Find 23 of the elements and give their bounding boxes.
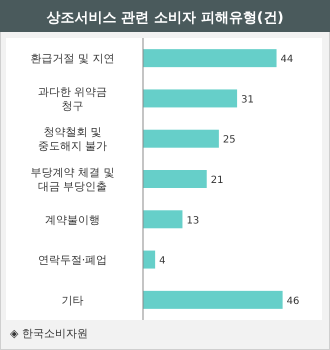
text: ◈ 한국소비자원	[10, 327, 88, 340]
y-tick-label: 계약불이행	[45, 213, 100, 226]
y-tick-label: 기타	[62, 294, 84, 307]
y-tick-label: 환급거절 및 지연	[30, 52, 114, 66]
bar	[143, 210, 182, 228]
bar	[143, 89, 238, 108]
bar	[143, 250, 156, 269]
data-label: 25	[222, 134, 236, 146]
bar	[143, 290, 283, 309]
data-label: 4	[159, 256, 166, 267]
data-label: 44	[280, 54, 294, 66]
bar	[143, 49, 277, 68]
y-tick-label: 부당계약 체결 및 대금 부당인출	[30, 166, 114, 193]
y-tick-label: 청약철회 및 중도해지 불가	[38, 126, 108, 153]
bar	[143, 130, 219, 148]
y-tick-label: 과다한 위약금 청구	[38, 85, 108, 112]
chart-title: 상조서비스 관련 소비자 피해유형(건)	[46, 10, 284, 26]
data-label: 21	[210, 175, 224, 186]
data-label: 31	[241, 94, 254, 106]
bar	[143, 170, 207, 188]
data-label: 13	[186, 215, 200, 226]
data-label: 46	[286, 296, 300, 307]
y-tick-label: 연락두절·폐업	[38, 254, 108, 267]
